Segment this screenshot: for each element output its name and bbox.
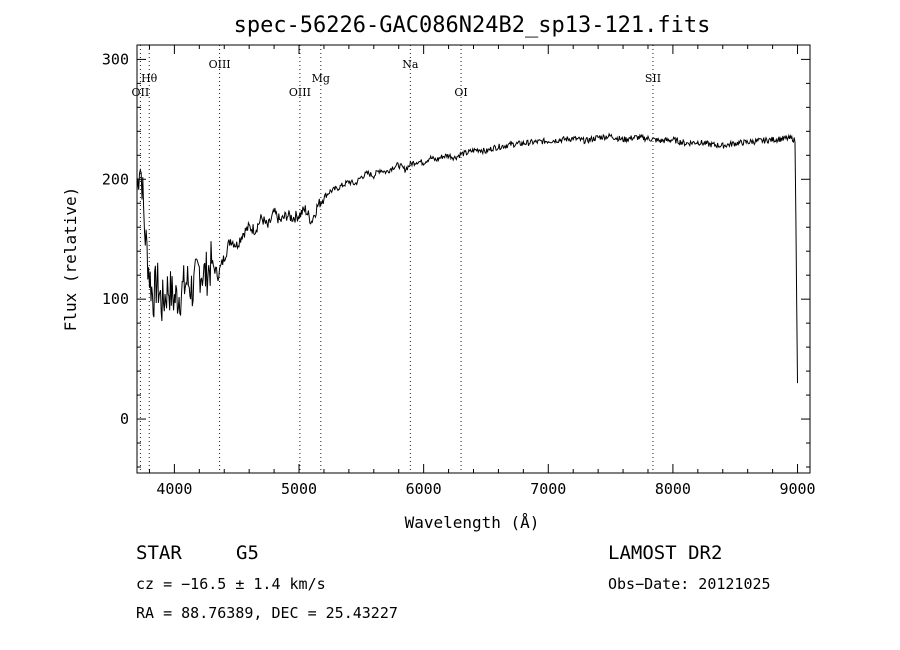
chart-title: spec-56226-GAC086N24B2_sp13-121.fits	[234, 13, 711, 38]
spectral-line-label: OIII	[289, 86, 311, 99]
x-tick-label: 5000	[281, 480, 317, 498]
redshift-velocity: cz = −16.5 ± 1.4 km/s	[136, 575, 326, 593]
spectral-line-label: SII	[645, 72, 661, 85]
plot-frame	[136, 44, 811, 474]
coordinates: RA = 88.76389, DEC = 25.43227	[136, 604, 398, 622]
survey-name: LAMOST DR2	[608, 542, 722, 564]
x-axis: 4000 5000 6000 7000 8000 9000	[148, 45, 816, 498]
spectral-line-label: OII	[132, 86, 150, 99]
y-axis: 0 100 200 300	[102, 50, 810, 468]
y-tick-label: 0	[120, 410, 129, 428]
x-tick-label: 9000	[779, 480, 815, 498]
spectral-line-label: Hθ	[141, 72, 158, 85]
x-axis-label: Wavelength (Å)	[405, 513, 540, 532]
spectral-line-label: Mg	[312, 72, 330, 85]
spectral-line-label: OIII	[209, 58, 231, 71]
spectral-line-label: Na	[402, 58, 419, 71]
y-tick-label: 200	[102, 170, 129, 188]
object-type: STAR	[136, 542, 182, 564]
y-tick-label: 300	[102, 50, 129, 68]
spectral-line-label: OI	[454, 86, 467, 99]
x-tick-label: 8000	[655, 480, 691, 498]
y-axis-label: Flux (relative)	[61, 187, 80, 332]
x-tick-label: 6000	[406, 480, 442, 498]
x-tick-label: 4000	[156, 480, 192, 498]
y-tick-label: 100	[102, 290, 129, 308]
spectrum-series-line	[136, 132, 798, 384]
object-subclass: G5	[236, 542, 259, 564]
observation-date: Obs−Date: 20121025	[608, 575, 771, 593]
x-tick-label: 7000	[530, 480, 566, 498]
